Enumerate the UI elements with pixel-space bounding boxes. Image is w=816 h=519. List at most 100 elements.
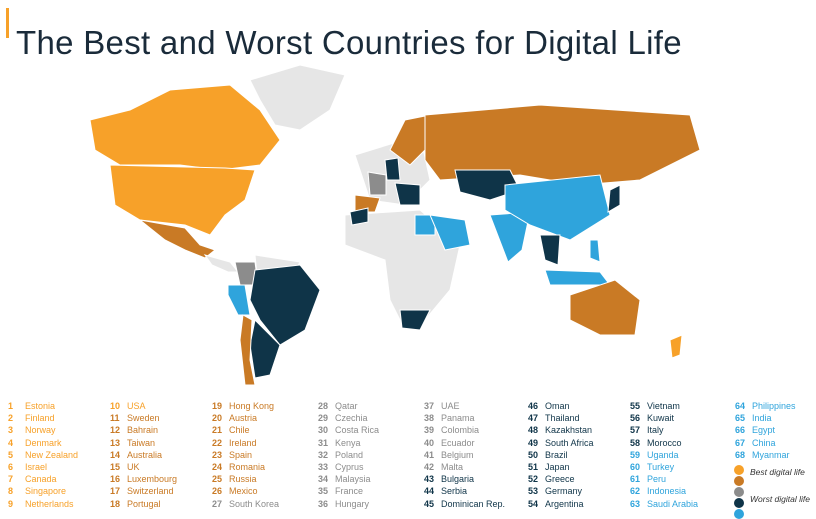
country-australia bbox=[569, 279, 641, 336]
country-middle-east bbox=[429, 214, 471, 251]
key-best-label: Best digital life bbox=[750, 467, 805, 477]
legend-item: 52 Greece bbox=[528, 473, 594, 485]
rank-number: 46 bbox=[528, 401, 539, 411]
country-canada bbox=[89, 84, 281, 171]
rank-number: 17 bbox=[110, 486, 121, 497]
country-south-africa bbox=[399, 309, 431, 331]
country-philippines bbox=[589, 239, 601, 263]
legend-item: 40 Ecuador bbox=[424, 437, 505, 449]
rank-number: 18 bbox=[110, 498, 121, 509]
legend-item: 60 Turkey bbox=[630, 461, 698, 473]
country-name: Argentina bbox=[545, 498, 584, 509]
legend-item: 41 Belgium bbox=[424, 449, 505, 461]
rank-number: 60 bbox=[630, 461, 641, 472]
legend-item: 6 Israel bbox=[8, 461, 78, 473]
legend-item: 43 Bulgaria bbox=[424, 473, 505, 485]
rank-number: 36 bbox=[318, 498, 329, 509]
rank-number: 51 bbox=[528, 461, 539, 472]
rank-number: 16 bbox=[110, 474, 121, 485]
key-dot-worst bbox=[734, 509, 744, 519]
legend-column: 55 Vietnam 56 Kuwait 57 Italy 58 Morocco 59 Ugand… bbox=[630, 400, 698, 510]
rank-number: 47 bbox=[528, 413, 539, 424]
country-name: Italy bbox=[647, 425, 664, 436]
legend-item: 1 Estonia bbox=[8, 400, 78, 412]
legend-item: 58 Morocco bbox=[630, 437, 698, 449]
country-name: Switzerland bbox=[127, 486, 174, 497]
country-name: Denmark bbox=[25, 437, 62, 448]
rank-number: 9 bbox=[8, 498, 14, 509]
country-name: Spain bbox=[229, 449, 253, 460]
rank-number: 3 bbox=[8, 425, 14, 436]
rank-number: 44 bbox=[424, 486, 435, 497]
country-name: Indonesia bbox=[647, 486, 687, 497]
country-name: Myanmar bbox=[752, 449, 790, 460]
country-name: Canada bbox=[25, 474, 57, 485]
rank-number: 54 bbox=[528, 498, 539, 509]
rank-number: 28 bbox=[318, 401, 329, 411]
rank-number: 58 bbox=[630, 437, 641, 448]
country-name: Ecuador bbox=[441, 437, 475, 448]
rank-number: 31 bbox=[318, 437, 329, 448]
rank-number: 11 bbox=[110, 413, 120, 424]
rank-number: 2 bbox=[8, 413, 14, 424]
legend-item: 45 Dominican Rep. bbox=[424, 498, 505, 510]
country-morocco bbox=[349, 207, 369, 226]
key-worst-label: Worst digital life bbox=[750, 494, 810, 504]
rank-number: 56 bbox=[630, 413, 641, 424]
country-russia bbox=[424, 104, 701, 186]
country-name: Netherlands bbox=[25, 498, 74, 509]
legend-item: 56 Kuwait bbox=[630, 412, 698, 424]
country-chile bbox=[239, 314, 256, 386]
legend-column: 19 Hong Kong 20 Austria 21 Chile 22 Ireland 23 Sp… bbox=[212, 400, 279, 510]
country-france bbox=[367, 171, 387, 196]
country-name: India bbox=[752, 413, 772, 424]
country-name: Mexico bbox=[229, 486, 258, 497]
country-name: Singapore bbox=[25, 486, 67, 497]
legend-item: 39 Colombia bbox=[424, 424, 505, 436]
legend-item: 9 Netherlands bbox=[8, 498, 78, 510]
legend-item: 29 Czechia bbox=[318, 412, 379, 424]
legend-item: 14 Australia bbox=[110, 449, 177, 461]
rank-number: 1 bbox=[8, 401, 14, 411]
legend-item: 49 South Africa bbox=[528, 437, 594, 449]
legend-item: 37 UAE bbox=[424, 400, 505, 412]
legend-item: 32 Poland bbox=[318, 449, 379, 461]
rank-number: 67 bbox=[735, 437, 746, 448]
rank-number: 15 bbox=[110, 461, 121, 472]
rank-number: 35 bbox=[318, 486, 329, 497]
legend-column: 37 UAE 38 Panama 39 Colombia 40 Ecuador 41 Belgiu… bbox=[424, 400, 505, 510]
country-name: Germany bbox=[545, 486, 583, 497]
country-name: Cyprus bbox=[335, 461, 364, 472]
country-name: Vietnam bbox=[647, 401, 680, 411]
rank-number: 50 bbox=[528, 449, 539, 460]
legend-item: 22 Ireland bbox=[212, 437, 279, 449]
legend-item: 5 New Zealand bbox=[8, 449, 78, 461]
legend-item: 50 Brazil bbox=[528, 449, 594, 461]
rankings-legend: 1 Estonia 2 Finland 3 Norway 4 Denmark 5 New Zeal… bbox=[0, 400, 816, 514]
country-name: Bulgaria bbox=[441, 474, 475, 485]
country-mexico bbox=[139, 219, 217, 259]
page-title: The Best and Worst Countries for Digital… bbox=[16, 24, 682, 62]
legend-item: 61 Peru bbox=[630, 473, 698, 485]
rank-number: 65 bbox=[735, 413, 746, 424]
country-japan bbox=[607, 184, 621, 213]
rank-number: 49 bbox=[528, 437, 539, 448]
legend-item: 36 Hungary bbox=[318, 498, 379, 510]
rank-number: 57 bbox=[630, 425, 641, 436]
key-dot-mid bbox=[734, 487, 744, 497]
country-name: Serbia bbox=[441, 486, 468, 497]
rank-number: 52 bbox=[528, 474, 539, 485]
country-name: South Africa bbox=[545, 437, 594, 448]
country-name: Morocco bbox=[647, 437, 682, 448]
rank-number: 23 bbox=[212, 449, 223, 460]
title-accent-bar bbox=[6, 8, 9, 38]
rank-number: 63 bbox=[630, 498, 641, 509]
country-egypt bbox=[414, 214, 436, 236]
rank-number: 45 bbox=[424, 498, 435, 509]
legend-item: 17 Switzerland bbox=[110, 485, 177, 497]
rank-number: 20 bbox=[212, 413, 223, 424]
country-name: UK bbox=[127, 461, 140, 472]
rank-number: 55 bbox=[630, 401, 641, 411]
country-name: Dominican Rep. bbox=[441, 498, 506, 509]
country-name: Hong Kong bbox=[229, 401, 275, 411]
